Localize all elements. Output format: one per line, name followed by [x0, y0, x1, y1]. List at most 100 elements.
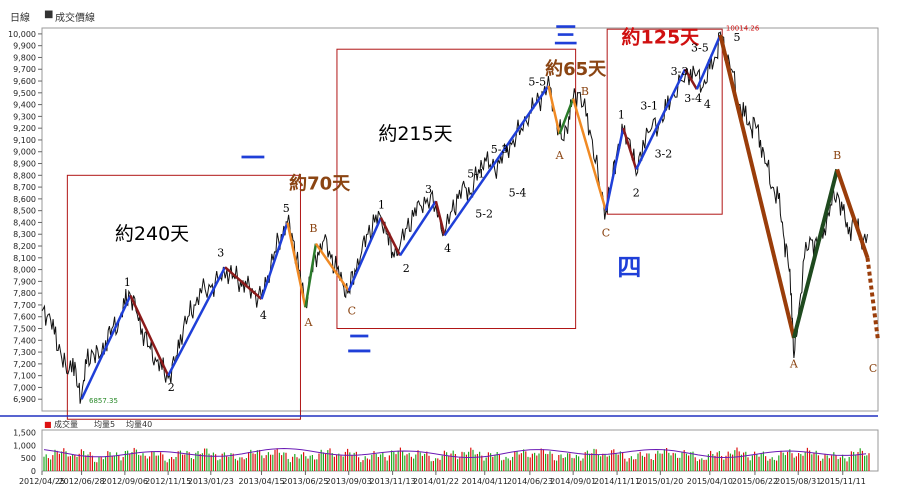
y-tick-label: 8,400 [13, 218, 36, 227]
volume-tick-label: 500 [21, 454, 36, 463]
y-tick-label: 7,500 [13, 325, 36, 334]
wave-line [260, 222, 289, 300]
legend-marker: ■ [44, 9, 54, 20]
high-value-annotation: 10014.26 [726, 24, 760, 32]
y-tick-label: 7,300 [13, 348, 36, 357]
wave-label: 4 [444, 242, 451, 255]
wave-group-label: 約65天 [545, 58, 607, 80]
x-tick-label: 2015/08/31 [775, 477, 821, 486]
wave-line [129, 294, 170, 377]
x-tick-label: 2012/09/06 [102, 477, 148, 486]
y-tick-label: 7,100 [13, 372, 36, 381]
x-tick-label: 2014/09/01 [550, 477, 596, 486]
y-tick-label: 8,100 [13, 254, 36, 263]
x-tick-label: 2012/11/15 [145, 477, 191, 486]
wave-label: 2 [403, 262, 410, 275]
wave-label: 4 [260, 309, 267, 322]
y-tick-label: 9,500 [13, 89, 36, 98]
wave-label: 3-5 [691, 42, 709, 55]
y-tick-label: 6,900 [13, 395, 36, 404]
volume-legend-item: 均量40 [126, 419, 152, 429]
x-tick-label: 2014/01/22 [413, 477, 459, 486]
y-tick-label: 9,000 [13, 148, 36, 157]
x-tick-label: 2015/01/20 [637, 477, 683, 486]
wave-line [224, 266, 263, 300]
volume-legend-item: 均量5 [94, 419, 115, 429]
x-tick-label: 2012/06/28 [59, 477, 105, 486]
wave-group-label: 四 [617, 253, 641, 281]
period-box [606, 28, 723, 215]
legend-label: 成交價線 [55, 13, 95, 24]
x-tick-label: 2013/09/03 [326, 477, 372, 486]
y-tick-label: 9,800 [13, 53, 36, 62]
x-tick-label: 2014/06/23 [507, 477, 553, 486]
wave-line [865, 257, 880, 341]
x-tick-label: 2014/04/11 [462, 477, 508, 486]
wave-label: 3 [425, 183, 432, 196]
wave-line [314, 242, 350, 292]
y-tick-label: 9,300 [13, 112, 36, 121]
y-tick-label: 9,600 [13, 77, 36, 86]
wave-label: 1 [618, 109, 625, 122]
y-tick-label: 7,200 [13, 360, 36, 369]
wave-label: C [602, 227, 610, 240]
wave-line [286, 222, 307, 308]
y-tick-label: 7,900 [13, 277, 36, 286]
x-tick-label: 2014/11/11 [594, 477, 640, 486]
wave-line [379, 217, 402, 257]
wave-line [791, 168, 840, 339]
wave-line [835, 168, 870, 259]
wave-line [695, 34, 722, 90]
wave-label: A [789, 357, 799, 370]
wave-line [635, 68, 687, 170]
y-tick-label: 7,400 [13, 336, 36, 345]
volume-tick-label: 1,000 [13, 441, 36, 450]
wave-label: 5 [283, 202, 290, 215]
wave-line [718, 34, 796, 339]
wave-label: 2 [168, 381, 175, 394]
x-tick-label: 2015/06/22 [732, 477, 778, 486]
period-box-label: 約215天 [378, 123, 452, 145]
y-tick-label: 7,600 [13, 313, 36, 322]
wave-line [571, 98, 608, 212]
panel-label: 日線 [10, 13, 30, 24]
wave-label: 5-5 [528, 76, 546, 89]
wave-group-label: 約70天 [289, 172, 351, 194]
wave-line [347, 217, 382, 292]
wave-line [683, 68, 698, 90]
wave-label: 3-1 [640, 99, 658, 112]
volume-tick-label: 0 [31, 467, 36, 476]
x-tick-label: 2015/04/10 [687, 477, 733, 486]
volume-tick-label: 1,500 [13, 429, 36, 438]
y-tick-label: 9,100 [13, 136, 36, 145]
y-tick-label: 10,000 [8, 30, 36, 39]
wave-label: C [869, 362, 877, 375]
wave-line [604, 127, 625, 211]
x-tick-label: 2013/11/13 [370, 477, 416, 486]
wave-label: A [304, 316, 314, 329]
y-tick-label: 9,900 [13, 42, 36, 51]
wave-group-label: 三 [554, 21, 578, 49]
wave-line [80, 294, 132, 400]
wave-line [434, 200, 446, 236]
wave-label: 4 [704, 98, 711, 111]
volume-legend-item: 成交量 [54, 419, 78, 429]
wave-label: 3-3 [671, 65, 689, 78]
x-tick-label: 2013/06/25 [282, 477, 328, 486]
x-tick-label: 2015/11/11 [820, 477, 866, 486]
y-tick-label: 8,800 [13, 171, 36, 180]
y-tick-label: 8,900 [13, 160, 36, 169]
wave-label: 1 [124, 276, 131, 289]
wave-line [398, 200, 437, 257]
wave-label: 5-1 [467, 168, 485, 181]
wave-label: 5-4 [509, 187, 527, 200]
volume-ma-line [43, 447, 867, 459]
wave-label: 5-3 [491, 143, 509, 156]
y-tick-label: 8,000 [13, 266, 36, 275]
wave-line [167, 266, 227, 377]
period-box-label: 約125天 [622, 25, 701, 48]
x-tick-label: 2013/04/15 [238, 477, 284, 486]
volume-legend-marker: ■ [44, 420, 52, 429]
period-box [336, 48, 577, 330]
